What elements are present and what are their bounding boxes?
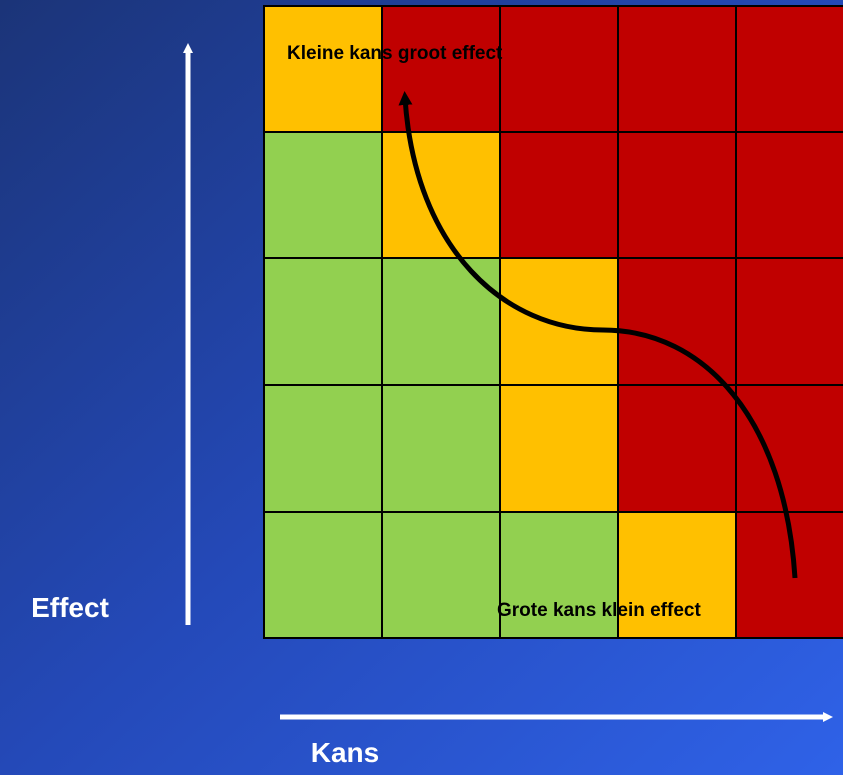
matrix-cell <box>263 257 383 386</box>
matrix-cell <box>381 5 501 133</box>
top-annotation: Kleine kans groot effect <box>287 43 503 64</box>
matrix-cell <box>735 384 843 513</box>
matrix-cell <box>617 131 737 259</box>
matrix-cell <box>381 131 501 259</box>
matrix-cell <box>381 384 501 513</box>
trend-curve <box>398 91 798 579</box>
grid <box>263 5 843 639</box>
matrix-cell <box>735 131 843 259</box>
matrix-cell <box>263 384 383 513</box>
matrix-cell <box>263 131 383 259</box>
matrix-cell <box>617 384 737 513</box>
matrix-cell <box>381 257 501 386</box>
x-axis-label: Kans <box>311 737 379 768</box>
y-axis-label: Effect <box>31 592 109 623</box>
matrix-cell <box>499 131 619 259</box>
matrix-cell <box>263 5 383 133</box>
matrix-cell <box>381 511 501 639</box>
matrix-cell <box>499 257 619 386</box>
matrix-cell <box>617 257 737 386</box>
matrix-cell <box>499 5 619 133</box>
matrix-cell <box>735 257 843 386</box>
matrix-cell <box>263 511 383 639</box>
matrix-cell <box>499 384 619 513</box>
matrix-cell <box>617 5 737 133</box>
matrix-cell <box>617 511 737 639</box>
bottom-annotation: Grote kans klein effect <box>497 600 701 621</box>
matrix-cell <box>735 5 843 133</box>
